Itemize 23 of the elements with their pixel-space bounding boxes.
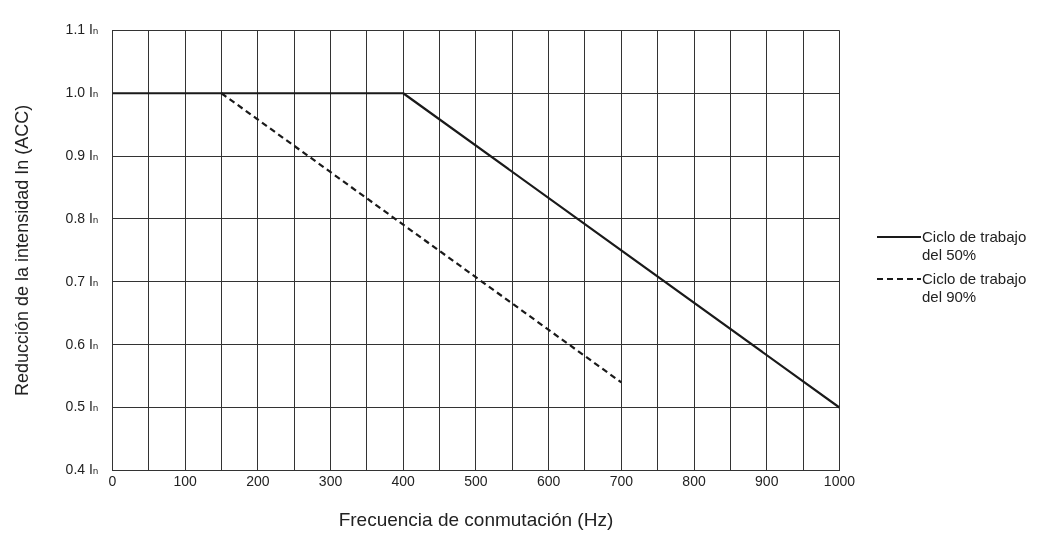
y-tick-label: 1.0 Iₙ [65, 84, 99, 101]
y-tick-label: 0.7 Iₙ [65, 272, 99, 289]
legend-label: Ciclo de trabajo del 90% [922, 270, 1028, 306]
x-tick-label: 1000 [823, 472, 856, 489]
x-tick-label: 500 [464, 472, 488, 489]
y-tick-label: 0.6 Iₙ [65, 335, 99, 352]
x-tick-label: 900 [755, 472, 779, 489]
y-tick-label: 0.4 Iₙ [65, 461, 99, 478]
x-tick-label: 400 [391, 472, 416, 489]
x-tick-label: 100 [173, 472, 198, 489]
x-tick-label: 200 [246, 472, 270, 489]
y-tick-label: 0.8 Iₙ [65, 209, 99, 226]
y-tick-label: 0.9 Iₙ [65, 146, 99, 163]
y-tick-label: 1.1 Iₙ [65, 21, 99, 38]
x-tick-label: 300 [318, 472, 343, 489]
x-tick-label: 800 [682, 472, 706, 489]
legend-label: Ciclo de trabajo del 50% [922, 228, 1028, 264]
y-tick-label: 0.5 Iₙ [65, 398, 99, 415]
x-axis-title: Frecuencia de conmutación (Hz) [338, 508, 614, 530]
x-tick-label: 0 [108, 472, 117, 489]
x-tick-label: 600 [536, 472, 561, 489]
y-axis-title: Reducción de la intensidad In (ACC) [11, 104, 32, 396]
x-tick-label: 700 [609, 472, 634, 489]
